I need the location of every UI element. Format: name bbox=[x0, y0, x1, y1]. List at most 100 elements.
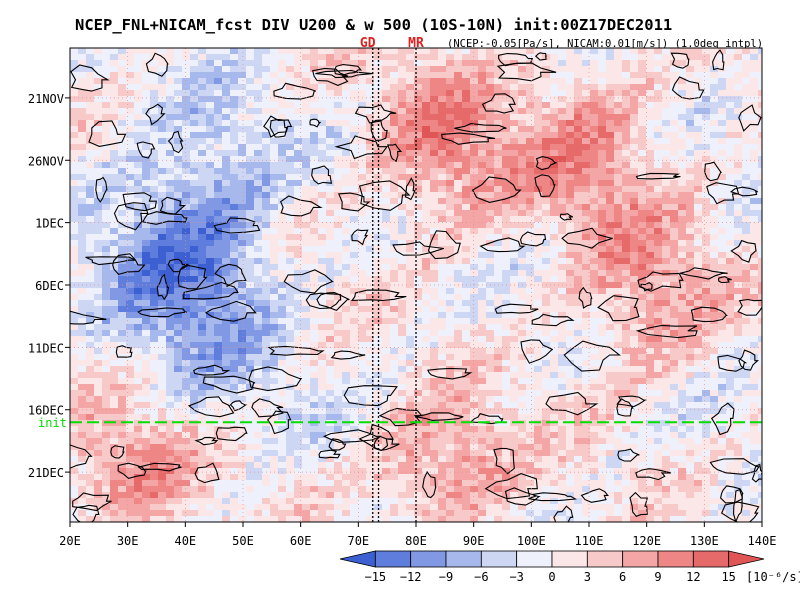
field-cell bbox=[750, 84, 759, 91]
field-cell bbox=[350, 162, 359, 169]
field-cell bbox=[206, 156, 215, 163]
field-cell bbox=[254, 318, 263, 325]
field-cell bbox=[502, 318, 511, 325]
field-cell bbox=[334, 180, 343, 187]
field-cell bbox=[494, 222, 503, 229]
field-cell bbox=[750, 168, 759, 175]
field-cell bbox=[582, 264, 591, 271]
field-cell bbox=[398, 336, 407, 343]
field-cell bbox=[678, 180, 687, 187]
field-cell bbox=[254, 204, 263, 211]
field-cell bbox=[126, 108, 135, 115]
field-cell bbox=[166, 66, 175, 73]
field-cell bbox=[118, 222, 127, 229]
field-cell bbox=[302, 234, 311, 241]
field-cell bbox=[582, 342, 591, 349]
field-cell bbox=[126, 372, 135, 379]
field-cell bbox=[102, 84, 111, 91]
field-cell bbox=[550, 300, 559, 307]
field-cell bbox=[382, 312, 391, 319]
field-cell bbox=[734, 48, 743, 55]
field-cell bbox=[366, 126, 375, 133]
field-cell bbox=[462, 102, 471, 109]
field-cell bbox=[166, 192, 175, 199]
field-cell bbox=[710, 228, 719, 235]
field-cell bbox=[326, 336, 335, 343]
field-cell bbox=[694, 342, 703, 349]
field-cell bbox=[94, 240, 103, 247]
field-cell bbox=[742, 324, 751, 331]
field-cell bbox=[230, 390, 239, 397]
field-cell bbox=[702, 366, 711, 373]
field-cell bbox=[166, 60, 175, 67]
field-cell bbox=[102, 324, 111, 331]
field-cell bbox=[278, 384, 287, 391]
field-cell bbox=[278, 126, 287, 133]
field-cell bbox=[310, 126, 319, 133]
field-cell bbox=[262, 180, 271, 187]
field-cell bbox=[86, 60, 95, 67]
field-cell bbox=[590, 348, 599, 355]
field-cell bbox=[222, 234, 231, 241]
field-cell bbox=[310, 132, 319, 139]
field-cell bbox=[102, 228, 111, 235]
field-cell bbox=[358, 378, 367, 385]
field-cell bbox=[94, 120, 103, 127]
field-cell bbox=[318, 204, 327, 211]
field-cell bbox=[438, 162, 447, 169]
field-cell bbox=[398, 318, 407, 325]
field-cell bbox=[462, 312, 471, 319]
field-cell bbox=[470, 138, 479, 145]
field-cell bbox=[134, 312, 143, 319]
field-cell bbox=[158, 126, 167, 133]
field-cell bbox=[262, 330, 271, 337]
field-cell bbox=[150, 66, 159, 73]
field-cell bbox=[366, 360, 375, 367]
field-cell bbox=[702, 186, 711, 193]
field-cell bbox=[502, 246, 511, 253]
field-cell bbox=[102, 300, 111, 307]
field-cell bbox=[686, 120, 695, 127]
field-cell bbox=[662, 48, 671, 55]
field-cell bbox=[478, 168, 487, 175]
field-cell bbox=[102, 150, 111, 157]
field-cell bbox=[662, 252, 671, 259]
field-cell bbox=[622, 330, 631, 337]
field-cell bbox=[118, 264, 127, 271]
field-cell bbox=[742, 66, 751, 73]
field-cell bbox=[286, 78, 295, 85]
field-cell bbox=[518, 372, 527, 379]
field-cell bbox=[454, 264, 463, 271]
field-cell bbox=[230, 354, 239, 361]
field-cell bbox=[326, 384, 335, 391]
field-cell bbox=[670, 366, 679, 373]
field-cell bbox=[622, 336, 631, 343]
field-cell bbox=[134, 114, 143, 121]
field-cell bbox=[550, 372, 559, 379]
field-cell bbox=[326, 222, 335, 229]
field-cell bbox=[102, 348, 111, 355]
field-cell bbox=[246, 294, 255, 301]
field-cell bbox=[726, 258, 735, 265]
field-cell bbox=[566, 288, 575, 295]
field-cell bbox=[526, 138, 535, 145]
field-cell bbox=[678, 246, 687, 253]
field-cell bbox=[726, 228, 735, 235]
field-cell bbox=[286, 378, 295, 385]
field-cell bbox=[334, 378, 343, 385]
field-cell bbox=[158, 390, 167, 397]
field-cell bbox=[734, 384, 743, 391]
field-cell bbox=[710, 120, 719, 127]
field-cell bbox=[502, 48, 511, 55]
field-cell bbox=[166, 138, 175, 145]
field-cell bbox=[566, 342, 575, 349]
field-cell bbox=[518, 168, 527, 175]
field-cell bbox=[198, 144, 207, 151]
field-cell bbox=[134, 360, 143, 367]
field-cell bbox=[134, 168, 143, 175]
field-cell bbox=[358, 162, 367, 169]
field-cell bbox=[334, 342, 343, 349]
field-cell bbox=[670, 294, 679, 301]
field-cell bbox=[702, 210, 711, 217]
field-cell bbox=[358, 324, 367, 331]
